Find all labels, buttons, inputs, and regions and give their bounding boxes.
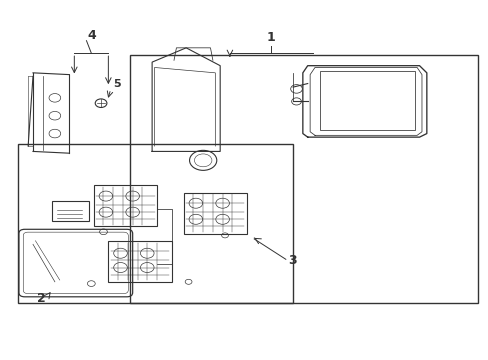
Bar xyxy=(183,193,246,234)
Bar xyxy=(19,144,292,303)
Bar xyxy=(52,202,89,221)
Text: 5: 5 xyxy=(113,78,121,89)
Bar xyxy=(108,241,171,282)
Text: 2: 2 xyxy=(37,292,45,305)
Text: 4: 4 xyxy=(87,29,96,42)
Text: 3: 3 xyxy=(287,254,296,267)
Text: 1: 1 xyxy=(266,31,275,44)
Bar xyxy=(130,55,477,303)
Bar xyxy=(319,71,414,130)
Bar xyxy=(94,185,157,226)
